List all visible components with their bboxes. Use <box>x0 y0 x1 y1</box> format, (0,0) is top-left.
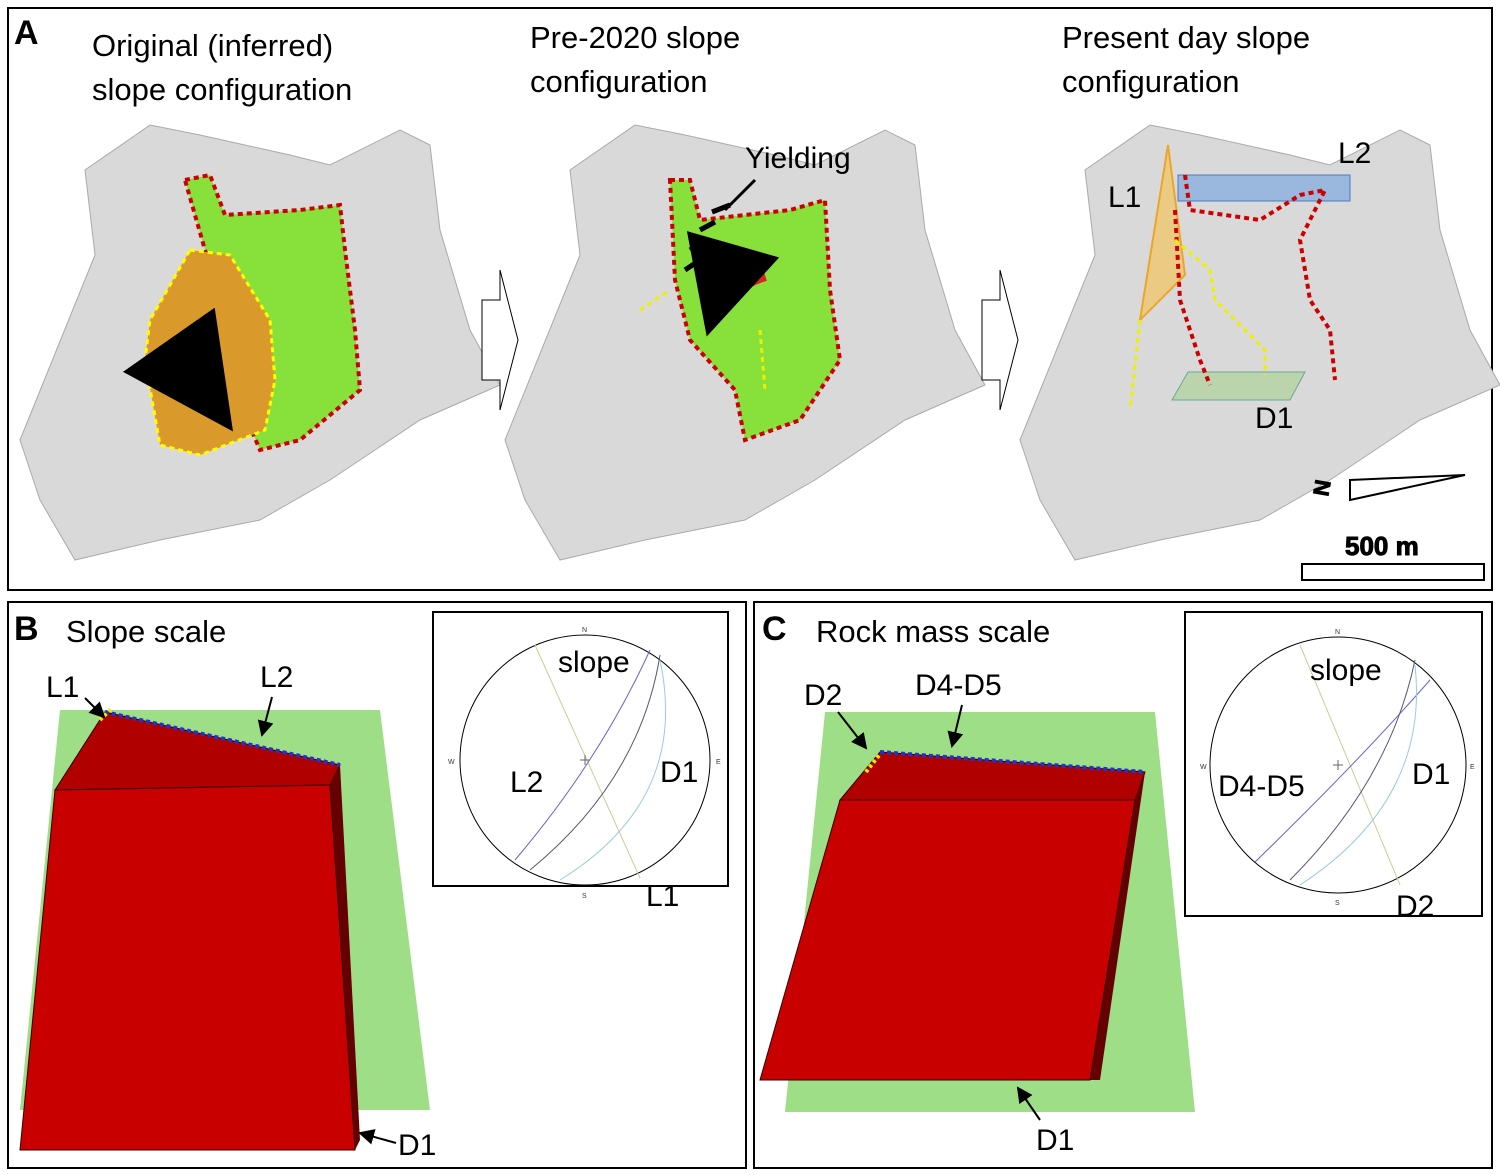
label: D2 <box>1396 890 1434 923</box>
panel-label: C <box>762 610 787 648</box>
annotation: D1 <box>1255 402 1293 435</box>
annotation: L1 <box>1108 181 1141 214</box>
direction: W <box>1200 764 1207 771</box>
panel-label: B <box>14 610 39 648</box>
pointer <box>837 711 868 750</box>
direction: E <box>716 759 721 766</box>
step-arrow <box>481 269 519 411</box>
panel-title: Original (inferred) <box>92 28 333 63</box>
pointer <box>1016 1086 1041 1121</box>
pointer <box>84 697 106 719</box>
north-label: N <box>1308 478 1335 498</box>
arrow <box>122 307 234 432</box>
north-arrow <box>1349 474 1466 502</box>
trace-d2 <box>864 752 882 774</box>
stereonet <box>1209 636 1467 894</box>
direction: N <box>582 627 587 634</box>
direction: S <box>1335 900 1340 907</box>
outline <box>1128 238 1267 411</box>
panel-label: A <box>14 14 39 52</box>
trace-d4d5 <box>879 750 1146 774</box>
label: D1 <box>1036 1124 1074 1157</box>
label: D1 <box>1412 758 1450 791</box>
label: slope <box>1310 654 1382 687</box>
panel-title: Present day slope <box>1062 20 1310 55</box>
annotation: L2 <box>1338 137 1371 170</box>
block-front <box>759 799 1136 1081</box>
label: L1 <box>46 671 79 704</box>
annotation: Yielding <box>745 142 851 175</box>
panel-title: Pre-2020 slope <box>530 20 740 55</box>
scale-bar <box>1301 563 1485 581</box>
trace-l2 <box>104 710 341 767</box>
arrow <box>686 231 780 337</box>
panel-a-frame <box>7 7 1493 591</box>
pointer <box>947 704 964 748</box>
panel-title: Slope scale <box>66 614 226 649</box>
label: L2 <box>260 661 293 694</box>
panel-title: Rock mass scale <box>816 614 1050 649</box>
plane-d1 <box>1171 371 1306 401</box>
label: L2 <box>510 766 543 799</box>
panel-title: slope configuration <box>92 72 352 107</box>
pointer <box>358 1129 397 1145</box>
direction: W <box>448 759 455 766</box>
label: D4-D5 <box>915 669 1002 702</box>
label: D4-D5 <box>1218 770 1305 803</box>
direction: E <box>1470 764 1475 771</box>
block-front <box>19 784 356 1151</box>
step-arrow <box>981 269 1019 411</box>
outline <box>639 288 767 391</box>
direction: S <box>582 893 587 900</box>
panel-b-frame <box>7 601 747 1169</box>
direction: N <box>1335 629 1340 636</box>
label: D1 <box>398 1129 436 1162</box>
label: slope <box>558 646 630 679</box>
yield-marks <box>683 202 731 273</box>
scale-label: 500 m <box>1345 531 1419 561</box>
plane-l2 <box>1177 174 1351 202</box>
pointer <box>257 696 274 737</box>
label: D1 <box>660 756 698 789</box>
outline <box>1173 174 1337 386</box>
panel-title: configuration <box>530 64 708 99</box>
stereonet-frame <box>432 611 729 887</box>
panel-c-frame <box>753 601 1493 1169</box>
label: L1 <box>646 880 679 913</box>
block-side <box>330 765 360 1150</box>
stereonet <box>459 634 711 886</box>
panel-title: configuration <box>1062 64 1240 99</box>
label: D2 <box>804 679 842 712</box>
stereonet-frame <box>1184 611 1483 917</box>
block-side <box>1090 772 1145 1080</box>
pointer <box>723 178 757 212</box>
